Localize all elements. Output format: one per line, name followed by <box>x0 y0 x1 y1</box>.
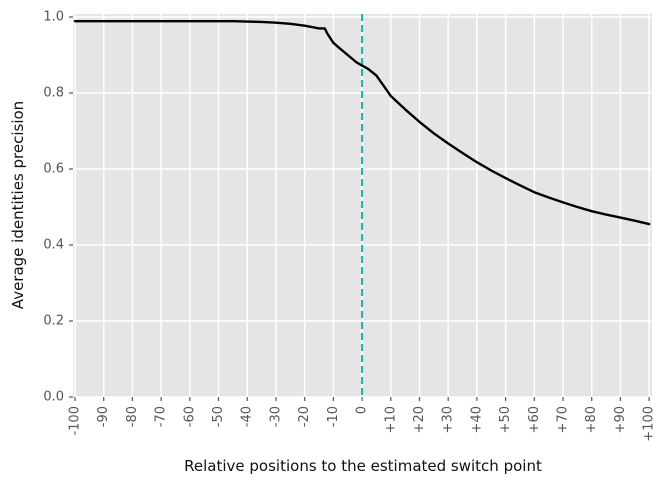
x-tick-label: +10 <box>383 406 398 433</box>
x-tick-label: +50 <box>498 406 513 433</box>
y-tick-label: 0.8 <box>43 86 64 101</box>
x-tick-label: +60 <box>527 406 542 433</box>
y-axis-label: Average identities precision <box>9 100 27 310</box>
y-tick-label: 0.4 <box>43 238 64 253</box>
x-tick-label: 0 <box>355 406 370 414</box>
x-tick-label: +80 <box>584 406 599 433</box>
x-tick-label: -80 <box>125 406 140 427</box>
x-tick-label: +70 <box>556 406 571 433</box>
x-tick-label: -10 <box>326 406 341 427</box>
y-tick-label: 0.0 <box>43 390 64 405</box>
x-tick-label: +30 <box>441 406 456 433</box>
y-tick-label: 0.6 <box>43 162 64 177</box>
x-tick-label: -90 <box>96 406 111 427</box>
precision-curve <box>73 20 651 226</box>
x-tick-label: -60 <box>182 406 197 427</box>
x-tick-label: -40 <box>240 406 255 427</box>
x-tick-label: -30 <box>268 406 283 427</box>
x-tick-label: -50 <box>211 406 226 427</box>
y-tick-label: 0.2 <box>43 314 64 329</box>
x-tick-label: +100 <box>642 406 657 442</box>
x-tick-label: -100 <box>68 406 83 436</box>
y-tick-label: 1.0 <box>43 10 64 25</box>
x-tick-label: -20 <box>297 406 312 427</box>
x-tick-label: +90 <box>613 406 628 433</box>
x-axis-label: Relative positions to the estimated swit… <box>184 457 542 475</box>
x-tick-label: -70 <box>154 406 169 427</box>
x-tick-label: +40 <box>469 406 484 433</box>
x-tick-label: +20 <box>412 406 427 433</box>
